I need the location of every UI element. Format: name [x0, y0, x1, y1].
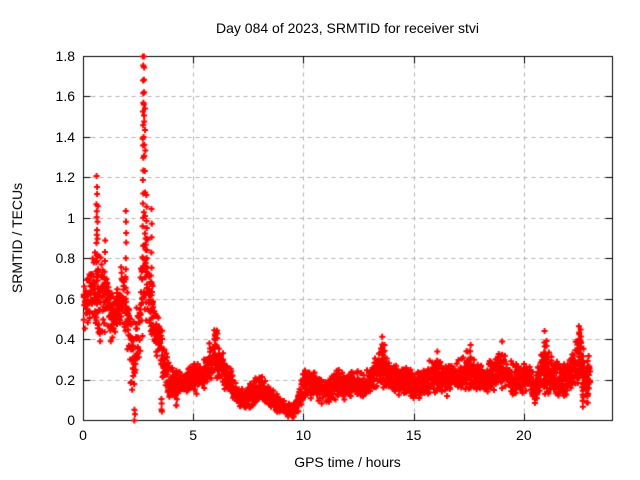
y-axis-label: SRMTID / TECUs [9, 182, 25, 294]
chart-title: Day 084 of 2023, SRMTID for receiver stv… [216, 20, 479, 36]
y-tick-label: 0.8 [55, 250, 75, 267]
y-tick-label: 0.6 [55, 290, 75, 307]
x-tick-label: 15 [405, 427, 422, 443]
x-tick-label: 10 [295, 427, 312, 443]
y-tick-label: 1.4 [55, 128, 75, 145]
y-tick-label: 1 [67, 209, 75, 226]
y-tick-label: 0 [67, 412, 75, 428]
y-tick-label: 0.2 [55, 371, 75, 388]
y-tick-label: 0.4 [55, 331, 75, 348]
y-tick-label: 1.2 [55, 169, 75, 186]
y-tick-label: 1.6 [55, 88, 75, 105]
y-tick-label: 1.8 [55, 48, 75, 64]
x-axis-label: GPS time / hours [294, 454, 401, 470]
x-tick-label: 5 [189, 427, 198, 443]
x-tick-label: 0 [79, 427, 87, 443]
x-tick-label: 20 [516, 427, 532, 443]
